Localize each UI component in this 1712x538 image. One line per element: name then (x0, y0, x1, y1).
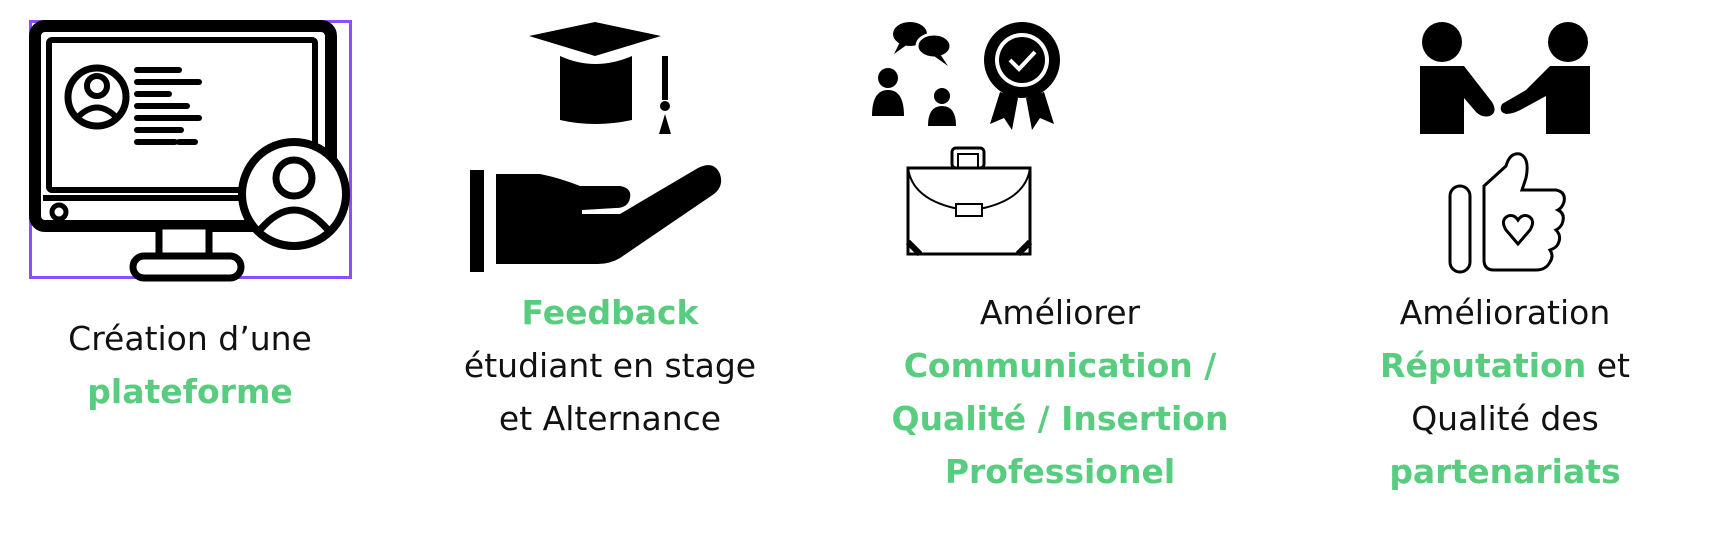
caption-text: étudiant en stage (463, 346, 757, 385)
caption-line: Réputation et (1315, 339, 1695, 392)
caption-line: Qualité des (1315, 392, 1695, 445)
caption-2: Feedback étudiant en stage et Alternance (420, 286, 800, 445)
caption-line: Communication / (870, 339, 1250, 392)
highlight-text: Professionel (944, 452, 1176, 491)
caption-line: Professionel (870, 445, 1250, 498)
highlight-text: plateforme (87, 372, 293, 411)
caption-text: et (1586, 346, 1630, 385)
highlight-text: Qualité / Insertion (891, 399, 1229, 438)
graduation-hand-icon (470, 18, 740, 280)
highlight-text: partenariats (1389, 452, 1621, 491)
caption-3: Améliorer Communication / Qualité / Insert… (870, 286, 1250, 498)
highlight-text: Communication / (903, 346, 1217, 385)
caption-line: étudiant en stage (420, 339, 800, 392)
caption-text: Qualité des (1411, 399, 1599, 438)
caption-line: partenariats (1315, 445, 1695, 498)
caption-line: et Alternance (420, 392, 800, 445)
caption-text: Améliorer (979, 293, 1141, 332)
caption-line: Création d’une (0, 312, 380, 365)
caption-line: Feedback (420, 286, 800, 339)
communication-badge-briefcase-icon (870, 18, 1130, 284)
caption-line: plateforme (0, 365, 380, 418)
caption-line: Améliorer (870, 286, 1250, 339)
caption-line: Amélioration (1315, 286, 1695, 339)
caption-text: Création d’une (68, 319, 312, 358)
caption-1: Création d’une plateforme (0, 312, 380, 418)
handshake-thumbsup-icon (1410, 20, 1600, 282)
highlight-text: Réputation (1380, 346, 1587, 385)
highlight-text: Feedback (521, 293, 699, 332)
caption-text: et Alternance (498, 399, 722, 438)
caption-text: Amélioration (1399, 293, 1611, 332)
computer-profile-icon (29, 20, 352, 282)
caption-4: Amélioration Réputation et Qualité des part… (1315, 286, 1695, 498)
caption-line: Qualité / Insertion (870, 392, 1250, 445)
